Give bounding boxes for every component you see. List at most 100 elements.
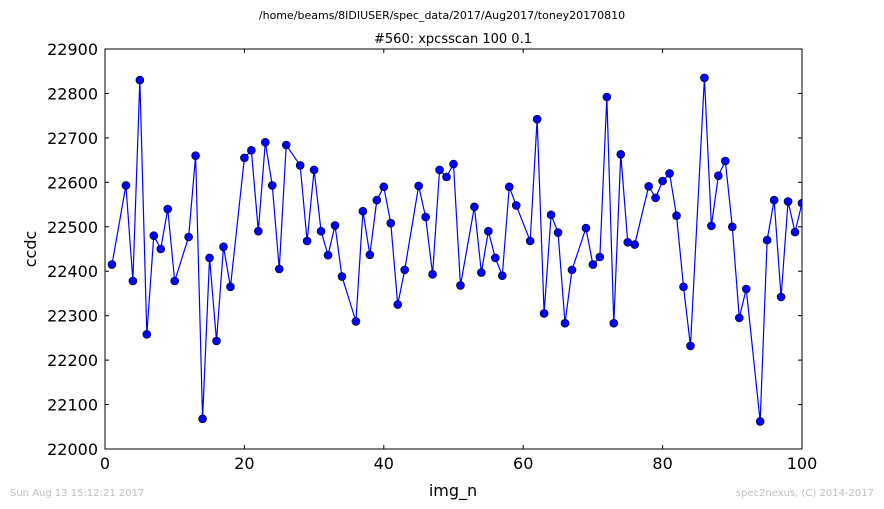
data-point	[672, 211, 681, 220]
data-point	[358, 206, 368, 216]
y-tick-label: 22200	[47, 351, 98, 370]
data-point	[721, 156, 730, 166]
data-point	[128, 276, 138, 286]
y-tick-label: 22400	[47, 262, 98, 281]
data-point	[567, 265, 577, 275]
data-point	[198, 414, 207, 424]
data-point	[797, 198, 802, 208]
chart-title: #560: xpcsscan 100 0.1	[374, 32, 532, 47]
plot-area	[104, 48, 803, 450]
data-point	[135, 75, 145, 85]
data-point	[665, 169, 674, 178]
footer-timestamp: Sun Aug 13 15:12:21 2017	[10, 488, 145, 499]
data-point	[435, 165, 444, 175]
data-point	[546, 210, 556, 220]
data-point	[644, 182, 653, 191]
data-point	[714, 171, 723, 180]
y-tick-label: 22100	[47, 396, 98, 415]
data-point	[281, 140, 291, 150]
data-point	[240, 153, 249, 163]
data-point	[762, 235, 772, 245]
data-point	[226, 282, 235, 292]
x-tick-label: 100	[787, 454, 818, 473]
data-point	[316, 226, 326, 236]
data-point	[658, 176, 667, 186]
data-point	[511, 201, 521, 210]
data-point	[651, 193, 660, 203]
data-point	[254, 226, 263, 236]
x-tick-label: 80	[652, 454, 672, 473]
y-tick-label: 22300	[47, 307, 98, 326]
y-tick-label: 22900	[47, 40, 98, 59]
data-point	[393, 300, 403, 309]
data-point	[755, 417, 765, 426]
y-tick-label: 22700	[47, 129, 98, 148]
data-point	[560, 318, 570, 328]
data-point	[477, 268, 486, 277]
data-point	[309, 165, 319, 175]
data-point	[497, 271, 507, 280]
data-point	[323, 250, 333, 260]
data-point	[532, 114, 542, 124]
series-layer	[107, 73, 802, 426]
data-point	[149, 231, 159, 240]
data-point	[790, 227, 800, 237]
x-tick-label: 60	[513, 454, 533, 473]
data-point	[442, 172, 451, 182]
data-point	[630, 240, 640, 249]
data-point	[616, 150, 626, 159]
data-point	[421, 212, 430, 222]
data-point	[539, 309, 549, 318]
data-point	[386, 218, 396, 228]
data-point	[609, 318, 619, 328]
data-point	[247, 146, 256, 155]
data-point	[142, 330, 152, 339]
data-point	[504, 182, 514, 192]
data-point	[700, 73, 709, 83]
data-point	[428, 270, 437, 279]
y-tick-label: 22600	[47, 173, 98, 192]
data-point	[379, 182, 389, 192]
data-point	[484, 226, 493, 236]
data-point	[686, 341, 695, 351]
y-tick-label: 22000	[47, 440, 98, 459]
data-point	[776, 292, 786, 302]
data-point	[470, 202, 479, 212]
data-point	[727, 222, 737, 232]
data-point	[295, 161, 305, 170]
x-tick-label: 40	[374, 454, 394, 473]
data-point	[595, 252, 605, 262]
data-point	[337, 272, 347, 281]
data-point	[351, 317, 361, 326]
x-tick-label: 20	[234, 454, 254, 473]
data-point	[456, 281, 465, 290]
data-point	[163, 204, 173, 214]
data-point	[212, 336, 221, 346]
data-point	[372, 195, 382, 205]
data-point	[365, 250, 375, 260]
data-point	[553, 228, 563, 237]
y-axis-label: ccdc	[21, 231, 40, 268]
data-point	[449, 159, 458, 169]
data-point	[330, 221, 340, 230]
data-point	[219, 242, 228, 252]
data-point	[588, 260, 598, 269]
data-point	[267, 181, 277, 190]
data-point	[191, 151, 200, 160]
figure-suptitle: /home/beams/8IDIUSER/spec_data/2017/Aug2…	[259, 9, 625, 22]
data-point	[679, 282, 688, 292]
y-axis: 22000 22100 22200 22300 22400 22500 22600 22700…	[47, 40, 802, 459]
data-point	[261, 138, 270, 147]
data-point	[602, 92, 612, 102]
data-point	[734, 313, 744, 323]
data-point	[184, 232, 193, 242]
data-point	[414, 181, 423, 191]
data-point	[107, 260, 117, 269]
data-point	[205, 253, 214, 263]
data-point	[741, 284, 751, 294]
data-point	[491, 253, 500, 263]
data-point	[156, 244, 166, 254]
x-axis: 0 20 40 60 80 100	[100, 49, 817, 473]
data-point	[707, 221, 716, 231]
